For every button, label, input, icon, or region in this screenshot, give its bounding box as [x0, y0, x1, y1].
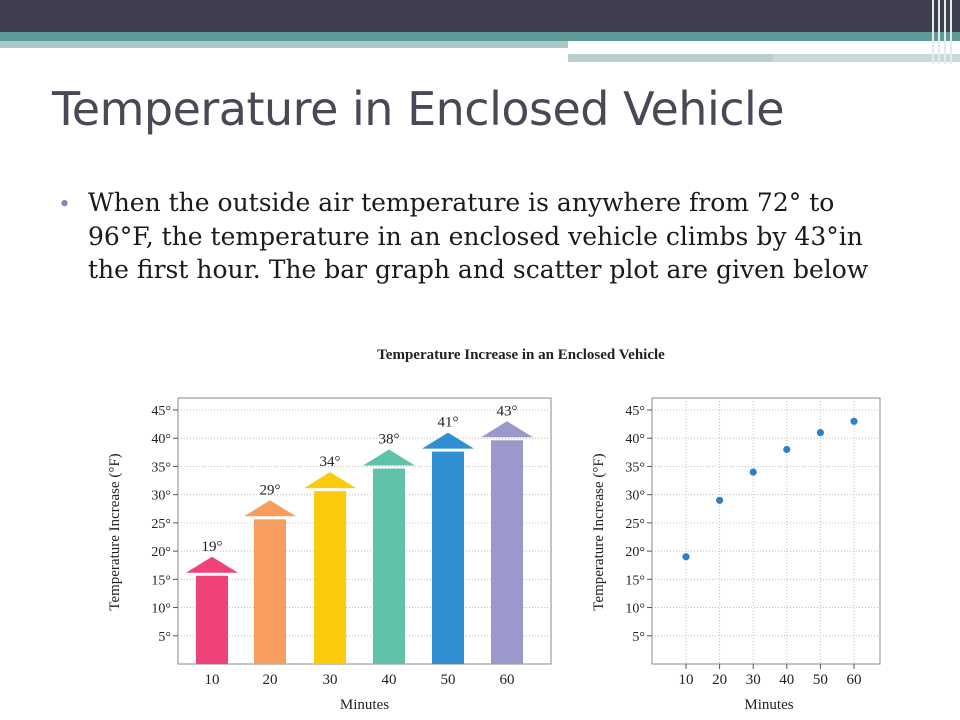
header-band-teal	[0, 32, 960, 41]
scatter-x-tick-label: 30	[746, 672, 761, 688]
figure-title: Temperature Increase in an Enclosed Vehi…	[377, 347, 665, 363]
bar-arrow-head	[422, 432, 474, 449]
scatter-point	[716, 496, 724, 504]
bar-y-tick-label: 20°	[151, 545, 171, 560]
bar-y-tick-label: 5°	[158, 630, 171, 645]
bar-y-tick-label: 25°	[151, 517, 171, 532]
bar-x-tick-label: 50	[441, 672, 456, 688]
bar-data-label: 43°	[497, 403, 518, 419]
header-band-dark	[0, 0, 960, 32]
header-band-white	[568, 43, 888, 51]
scatter-x-tick-label: 10	[679, 672, 694, 688]
scatter-x-tick-label: 50	[813, 672, 828, 688]
scatter-y-tick-label: 40°	[625, 432, 645, 447]
scatter-x-tick-label: 20	[712, 672, 727, 688]
bar-body	[196, 575, 228, 664]
scatter-point	[783, 445, 791, 454]
bar-arrow-head	[304, 472, 356, 489]
bar-y-tick-label: 15°	[151, 573, 171, 588]
bar-body	[254, 519, 286, 664]
scatter-point	[850, 417, 858, 425]
scatter-y-tick-label: 35°	[625, 460, 645, 475]
bar-y-tick-label: 10°	[151, 602, 171, 617]
scatter-y-tick-label: 10°	[625, 602, 645, 617]
bar-body	[373, 468, 405, 664]
bar-x-tick-label: 60	[500, 672, 515, 688]
bar-body	[314, 491, 346, 664]
bar-y-tick-label: 30°	[151, 489, 171, 504]
bar-y-tick-label: 35°	[151, 460, 171, 475]
header-band-grey-right	[773, 54, 960, 62]
slide-title: Temperature in Enclosed Vehicle	[52, 82, 785, 136]
scatter-chart: 5° 10° 15° 20° 25° 30° 35° 40° 45° 10 20 30 40 50 60 Mi…	[591, 397, 881, 713]
scatter-y-tick-label: 45°	[625, 404, 645, 419]
bar-y-axis-label: Temperature Increase (°F)	[107, 453, 123, 610]
scatter-point	[749, 468, 757, 476]
header-band-light	[0, 41, 568, 48]
scatter-x-tick-label: 40	[779, 672, 794, 688]
scatter-x-tick-label: 60	[847, 672, 862, 688]
bar-x-tick-label: 40	[382, 672, 397, 688]
bar-x-axis-label: Minutes	[340, 697, 389, 713]
scatter-y-tick-label: 20°	[625, 545, 645, 560]
bullet-marker: •	[60, 189, 70, 218]
scatter-y-tick-label: 15°	[625, 573, 645, 588]
bullet-text: When the outside air temperature is anyw…	[88, 188, 869, 284]
bar-arrow-head	[186, 556, 238, 573]
scatter-y-axis-label: Temperature Increase (°F)	[591, 453, 607, 610]
scatter-x-axis-label: Minutes	[744, 697, 793, 713]
bar-x-tick-label: 20	[263, 672, 278, 688]
bar-data-label: 29°	[260, 482, 281, 498]
scatter-y-tick-label: 25°	[625, 517, 645, 532]
scatter-y-tick-label: 5°	[632, 630, 645, 645]
bar-data-label: 38°	[379, 432, 400, 448]
bar-arrow-head	[244, 500, 296, 517]
bar-data-label: 34°	[320, 454, 341, 470]
bar-arrow-head	[481, 421, 533, 438]
bar-chart: 5° 10° 15° 20° 25° 30° 35° 40° 45° 19° 10 29° 20 34° 3…	[107, 397, 552, 713]
bar-body	[432, 451, 464, 664]
bar-y-tick-label: 45°	[151, 404, 171, 419]
bar-data-label: 41°	[438, 415, 459, 431]
bar-y-tick-label: 40°	[151, 432, 171, 447]
scatter-y-tick-label: 30°	[625, 489, 645, 504]
bar-arrow-head	[363, 449, 415, 466]
corner-decoration	[926, 0, 960, 64]
scatter-point	[816, 428, 825, 437]
scatter-point	[682, 553, 690, 561]
bar-data-label: 19°	[202, 539, 223, 555]
header-band-grey	[568, 54, 773, 62]
bar-body	[491, 440, 523, 664]
bar-x-tick-label: 10	[205, 672, 220, 688]
bar-x-tick-label: 30	[323, 672, 338, 688]
